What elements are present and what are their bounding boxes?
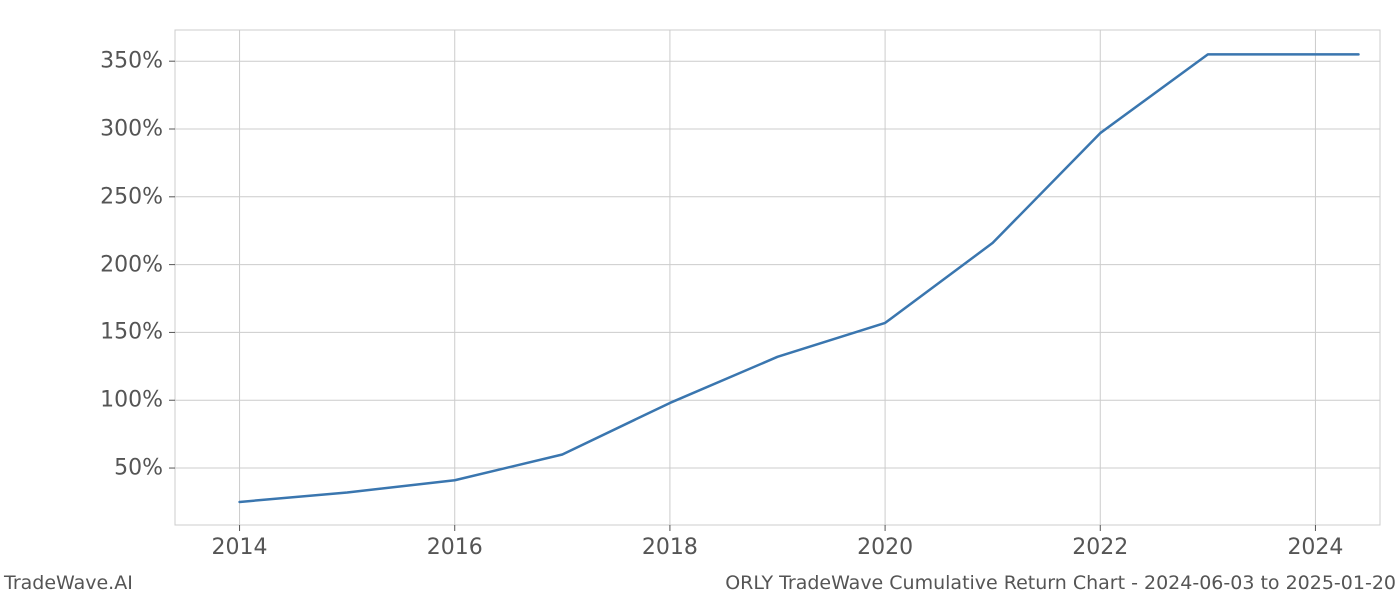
y-tick-label: 250%	[100, 184, 163, 209]
footer-source: TradeWave.AI	[4, 572, 133, 594]
y-tick-label: 50%	[114, 456, 163, 481]
x-tick-label: 2018	[642, 535, 698, 560]
x-tick-label: 2022	[1072, 535, 1128, 560]
y-tick-label: 300%	[100, 117, 163, 142]
return-line-chart: 2014 2016 2018 2020 2022 2024 50% 100% 150% 200% 2…	[0, 0, 1400, 600]
chart-svg	[0, 0, 1400, 600]
y-tick-label: 100%	[100, 388, 163, 413]
y-tick-label: 150%	[100, 320, 163, 345]
y-tick-label: 200%	[100, 252, 163, 277]
x-tick-label: 2020	[857, 535, 913, 560]
footer-caption: ORLY TradeWave Cumulative Return Chart -…	[725, 572, 1396, 594]
x-tick-label: 2024	[1287, 535, 1343, 560]
y-tick-label: 350%	[100, 49, 163, 74]
x-tick-label: 2014	[212, 535, 268, 560]
x-tick-label: 2016	[427, 535, 483, 560]
